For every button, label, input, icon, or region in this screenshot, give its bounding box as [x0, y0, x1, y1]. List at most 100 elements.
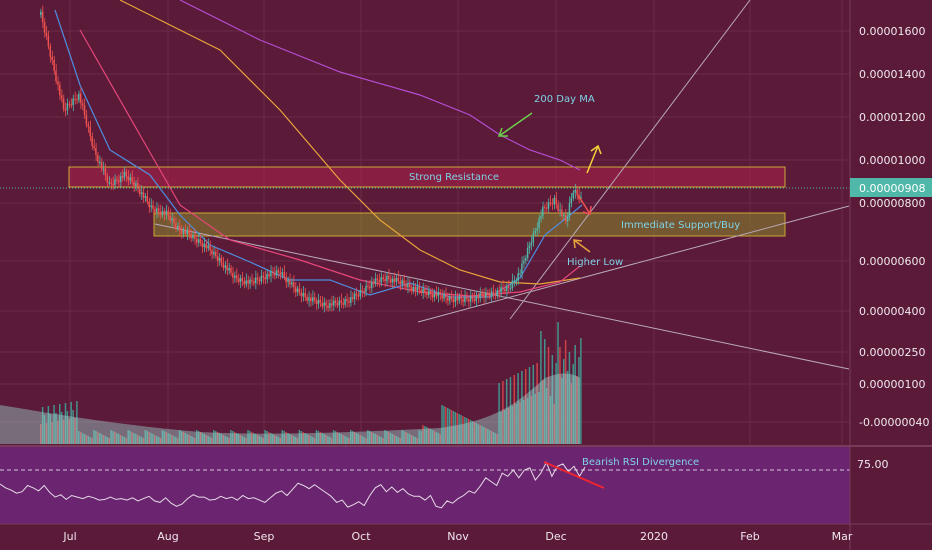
volume-bar — [351, 431, 354, 444]
candle-body — [226, 265, 228, 271]
candle-body — [266, 274, 268, 280]
candle-body — [72, 98, 74, 106]
volume-bar — [426, 427, 428, 444]
candle-body — [60, 95, 63, 99]
volume-bar — [431, 430, 434, 444]
volume-bar — [475, 423, 478, 444]
candle-body — [363, 291, 365, 293]
volume-bar — [123, 437, 126, 444]
candle-body — [336, 303, 339, 306]
candle-body — [532, 233, 535, 243]
volume-bar — [199, 432, 202, 444]
candle-body — [580, 196, 582, 200]
volume-bar — [117, 434, 120, 444]
candle-body — [382, 277, 384, 280]
candle-body — [389, 279, 392, 283]
volume-bar — [95, 431, 97, 444]
volume-bar — [361, 436, 363, 444]
candle-body — [152, 205, 154, 209]
divergence-line — [543, 461, 605, 489]
volume-bar — [216, 432, 219, 444]
candle-body — [161, 211, 164, 216]
candle-body — [403, 280, 405, 284]
candle-body — [528, 245, 531, 249]
volume-bar — [517, 373, 519, 444]
volume-bar — [465, 418, 468, 444]
candle-body — [481, 293, 483, 296]
volume-bar — [104, 436, 107, 444]
volume-bar — [357, 434, 360, 444]
candle-body — [572, 192, 574, 198]
up-arrow-head — [590, 144, 602, 155]
volume-bar — [365, 438, 367, 444]
candle-body — [104, 168, 107, 176]
candle-body — [205, 243, 207, 249]
volume-bar — [391, 434, 394, 444]
price-tick-label: 0.00001600 — [859, 25, 925, 38]
candle-body — [357, 295, 360, 297]
volume-bar — [349, 430, 352, 444]
candle-body — [199, 239, 202, 244]
volume-bar — [136, 435, 139, 444]
current-price-box — [850, 178, 932, 197]
volume-bar — [486, 429, 489, 444]
volume-bar — [194, 438, 196, 444]
volume-bar — [40, 424, 42, 444]
volume-bar — [559, 347, 561, 444]
candle-body — [195, 238, 198, 243]
candle-body — [490, 291, 493, 297]
volume-bar — [509, 377, 512, 444]
candle-body — [125, 171, 128, 177]
candle-body — [418, 286, 420, 290]
candle-body — [218, 258, 221, 261]
candle-body — [534, 230, 536, 234]
volume-bar — [55, 413, 57, 444]
candle-body — [393, 278, 396, 282]
candle-body — [62, 98, 65, 110]
volume-bar — [66, 411, 69, 444]
time-tick-label: Feb — [740, 530, 759, 543]
volume-bar — [543, 339, 546, 444]
price-axis: 0.00001600 0.00001400 0.00001200 0.00001000… — [859, 25, 929, 429]
candle-body — [566, 215, 569, 222]
candle-body — [464, 296, 466, 302]
candle-body — [281, 272, 284, 275]
volume-bar — [239, 435, 242, 444]
candle-body — [258, 279, 261, 282]
volume-bar — [232, 431, 234, 444]
candle-body — [68, 103, 71, 105]
rsi-line — [0, 461, 586, 509]
candle-body — [76, 99, 78, 101]
candle-body — [369, 286, 371, 289]
candle-body — [353, 293, 356, 300]
volume-bar — [175, 437, 177, 444]
candle-body — [325, 302, 327, 306]
candle-body — [119, 176, 122, 183]
volume-bar — [561, 378, 563, 444]
volume-bar — [481, 426, 483, 444]
candle-body — [85, 114, 88, 125]
volume-bar — [407, 433, 409, 444]
volume-bar — [397, 437, 400, 444]
volume-bar — [386, 431, 388, 444]
candle-body — [509, 287, 512, 290]
candle-body — [188, 230, 190, 235]
candle-body — [262, 275, 265, 278]
candle-body — [344, 299, 346, 305]
volume-bar — [329, 437, 331, 444]
volume-bar — [313, 438, 316, 444]
volume-bar — [173, 436, 175, 444]
candle-body — [507, 285, 510, 288]
candle-body — [414, 286, 417, 291]
volume-bar — [416, 438, 419, 444]
candle-body — [260, 275, 263, 282]
volume-bar — [336, 432, 339, 444]
volume-bar — [47, 406, 50, 444]
candle-body — [302, 293, 304, 297]
volume-bar — [209, 437, 211, 444]
volume-bar — [51, 422, 53, 444]
volume-bar — [311, 437, 314, 444]
candle-body — [524, 257, 527, 261]
volume-bar — [207, 436, 209, 444]
